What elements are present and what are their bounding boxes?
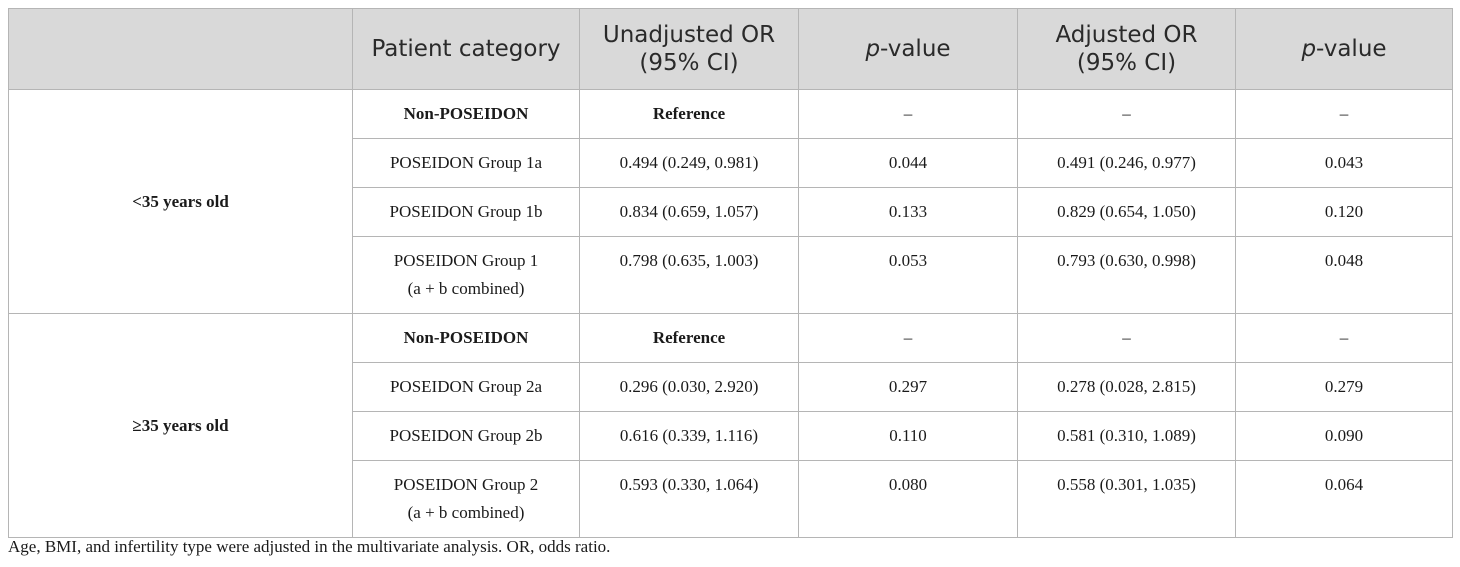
adjusted-or-cell: 0.829 (0.654, 1.050) — [1017, 187, 1236, 237]
p-adjusted-cell: 0.120 — [1235, 187, 1453, 237]
category-cell: POSEIDON Group 1b — [352, 187, 580, 237]
header-unadjusted-or: Unadjusted OR (95% CI) — [579, 8, 799, 90]
table-row: <35 years old Non-POSEIDON Reference – –… — [8, 89, 1453, 314]
header-p-suffix: -value — [1316, 36, 1387, 62]
table-row: ≥35 years old Non-POSEIDON Reference – –… — [8, 313, 1453, 538]
unadjusted-or-cell: 0.798 (0.635, 1.003) — [579, 236, 799, 314]
category-cell: Non-POSEIDON — [352, 89, 580, 139]
header-p-value-unadjusted: p-value — [798, 8, 1018, 90]
adjusted-or-cell: 0.558 (0.301, 1.035) — [1017, 460, 1236, 538]
header-p-letter: p — [865, 36, 881, 62]
category-cell: POSEIDON Group 2a — [352, 362, 580, 412]
p-adjusted-cell: 0.048 — [1235, 236, 1453, 314]
p-adjusted-cell: 0.279 — [1235, 362, 1453, 412]
unadjusted-or-cell: 0.593 (0.330, 1.064) — [579, 460, 799, 538]
unadjusted-or-cell: Reference — [579, 89, 799, 139]
p-adjusted-cell: – — [1235, 89, 1453, 139]
header-p-letter: p — [1301, 36, 1317, 62]
p-unadjusted-cell: 0.080 — [798, 460, 1018, 538]
header-p-value-adjusted: p-value — [1235, 8, 1453, 90]
p-adjusted-cell: 0.064 — [1235, 460, 1453, 538]
unadjusted-or-cell: 0.834 (0.659, 1.057) — [579, 187, 799, 237]
results-table-container: Patient category Unadjusted OR (95% CI) … — [8, 8, 1453, 538]
category-cell: Non-POSEIDON — [352, 313, 580, 363]
adjusted-or-cell: – — [1017, 313, 1236, 363]
table-header-row: Patient category Unadjusted OR (95% CI) … — [8, 8, 1453, 90]
table-row: POSEIDON Group 2b 0.616 (0.339, 1.116) 0… — [9, 411, 1453, 461]
category-line2: (a + b combined) — [407, 279, 525, 298]
p-unadjusted-cell: 0.297 — [798, 362, 1018, 412]
p-unadjusted-cell: – — [798, 89, 1018, 139]
table-row: POSEIDON Group 1b 0.834 (0.659, 1.057) 0… — [9, 187, 1453, 237]
category-cell: POSEIDON Group 2 (a + b combined) — [352, 460, 580, 538]
header-p-suffix: -value — [880, 36, 951, 62]
header-unadjusted-or-line2: (95% CI) — [639, 50, 739, 76]
p-unadjusted-cell: 0.133 — [798, 187, 1018, 237]
table-row: POSEIDON Group 2a 0.296 (0.030, 2.920) 0… — [9, 362, 1453, 412]
adjusted-or-cell: – — [1017, 89, 1236, 139]
table-row: POSEIDON Group 2 (a + b combined) 0.593 … — [9, 460, 1453, 538]
header-patient-category: Patient category — [352, 8, 580, 90]
header-adjusted-or: Adjusted OR (95% CI) — [1017, 8, 1236, 90]
adjusted-or-cell: 0.793 (0.630, 0.998) — [1017, 236, 1236, 314]
p-adjusted-cell: 0.043 — [1235, 138, 1453, 188]
category-cell: POSEIDON Group 1a — [352, 138, 580, 188]
header-adjusted-or-line2: (95% CI) — [1076, 50, 1177, 76]
category-line1: POSEIDON Group 1 — [393, 251, 539, 270]
category-cell: POSEIDON Group 2b — [352, 411, 580, 461]
p-unadjusted-cell: 0.053 — [798, 236, 1018, 314]
p-adjusted-cell: – — [1235, 313, 1453, 363]
p-unadjusted-cell: 0.110 — [798, 411, 1018, 461]
category-line2: (a + b combined) — [407, 503, 525, 522]
p-unadjusted-cell: 0.044 — [798, 138, 1018, 188]
category-cell: POSEIDON Group 1 (a + b combined) — [352, 236, 580, 314]
category-line1: POSEIDON Group 2 — [393, 475, 539, 494]
table-footnote: Age, BMI, and infertility type were adju… — [8, 537, 611, 556]
adjusted-or-cell: 0.581 (0.310, 1.089) — [1017, 411, 1236, 461]
header-adjusted-or-line1: Adjusted OR — [1055, 22, 1198, 48]
age-group-label: ≥35 years old — [8, 313, 353, 538]
unadjusted-or-cell: 0.296 (0.030, 2.920) — [579, 362, 799, 412]
unadjusted-or-cell: Reference — [579, 313, 799, 363]
adjusted-or-cell: 0.278 (0.028, 2.815) — [1017, 362, 1236, 412]
adjusted-or-cell: 0.491 (0.246, 0.977) — [1017, 138, 1236, 188]
unadjusted-or-cell: 0.616 (0.339, 1.116) — [579, 411, 799, 461]
table-row: POSEIDON Group 1a 0.494 (0.249, 0.981) 0… — [9, 138, 1453, 188]
header-unadjusted-or-line1: Unadjusted OR — [602, 22, 776, 48]
unadjusted-or-cell: 0.494 (0.249, 0.981) — [579, 138, 799, 188]
age-group-label: <35 years old — [8, 89, 353, 314]
header-age-group — [8, 8, 353, 90]
p-adjusted-cell: 0.090 — [1235, 411, 1453, 461]
p-unadjusted-cell: – — [798, 313, 1018, 363]
odds-ratio-table: Patient category Unadjusted OR (95% CI) … — [8, 8, 1453, 538]
